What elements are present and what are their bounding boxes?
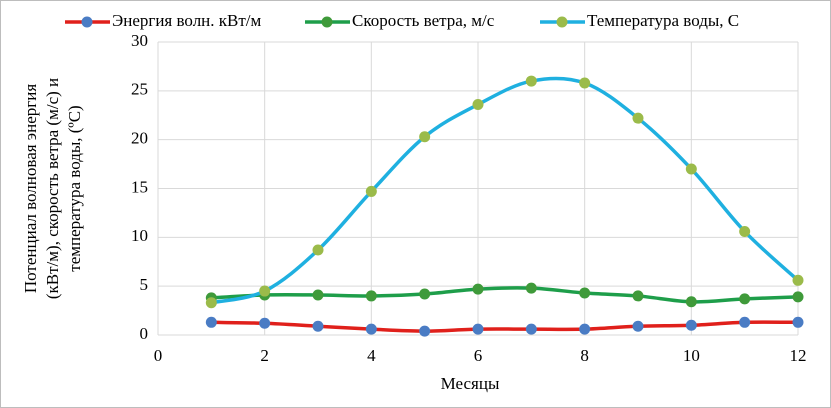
legend-label: Температура воды, С [587,11,739,30]
data-point [365,323,377,335]
data-point [685,163,697,175]
data-point [205,316,217,328]
x-tick-label: 6 [474,346,483,365]
data-point [632,320,644,332]
data-point [525,75,537,87]
data-point [739,293,751,305]
data-point [419,325,431,337]
data-point [739,316,751,328]
data-point [419,131,431,143]
y-tick-label: 5 [140,275,149,294]
data-point [579,77,591,89]
y-axis-title: Потенциал волновая энергия [21,84,40,293]
data-point [579,287,591,299]
x-tick-label: 0 [154,346,163,365]
data-point [472,323,484,335]
data-point [739,225,751,237]
data-point [472,283,484,295]
y-tick-label: 10 [131,226,148,245]
y-tick-label: 0 [140,324,149,343]
legend-label: Скорость ветра, м/с [352,11,495,30]
data-point [259,285,271,297]
x-tick-label: 10 [683,346,700,365]
legend-marker [321,16,333,28]
x-tick-label: 12 [790,346,807,365]
data-point [792,291,804,303]
y-tick-label: 20 [131,129,148,148]
y-tick-label: 30 [131,31,148,50]
legend-marker [81,16,93,28]
data-point [792,274,804,286]
data-point [472,99,484,111]
legend-label: Энергия волн. кВт/м [112,11,262,30]
x-tick-label: 2 [260,346,269,365]
data-point [259,317,271,329]
data-point [579,323,591,335]
data-point [312,320,324,332]
legend-marker [556,16,568,28]
data-point [365,290,377,302]
data-point [312,289,324,301]
y-axis-title: (кВт/м), скорость ветра (м/с) и [43,78,62,299]
data-point [525,323,537,335]
data-point [205,297,217,309]
data-point [632,112,644,124]
y-axis-title: температура воды, (ºС) [65,105,84,271]
x-axis-title: Месяцы [441,374,500,393]
data-point [632,290,644,302]
data-point [365,185,377,197]
y-tick-label: 15 [131,177,148,196]
data-point [525,282,537,294]
data-point [312,244,324,256]
data-point [685,319,697,331]
data-point [419,288,431,300]
x-tick-label: 8 [580,346,589,365]
x-tick-label: 4 [367,346,376,365]
data-point [685,296,697,308]
y-tick-label: 25 [131,80,148,99]
data-point [792,316,804,328]
